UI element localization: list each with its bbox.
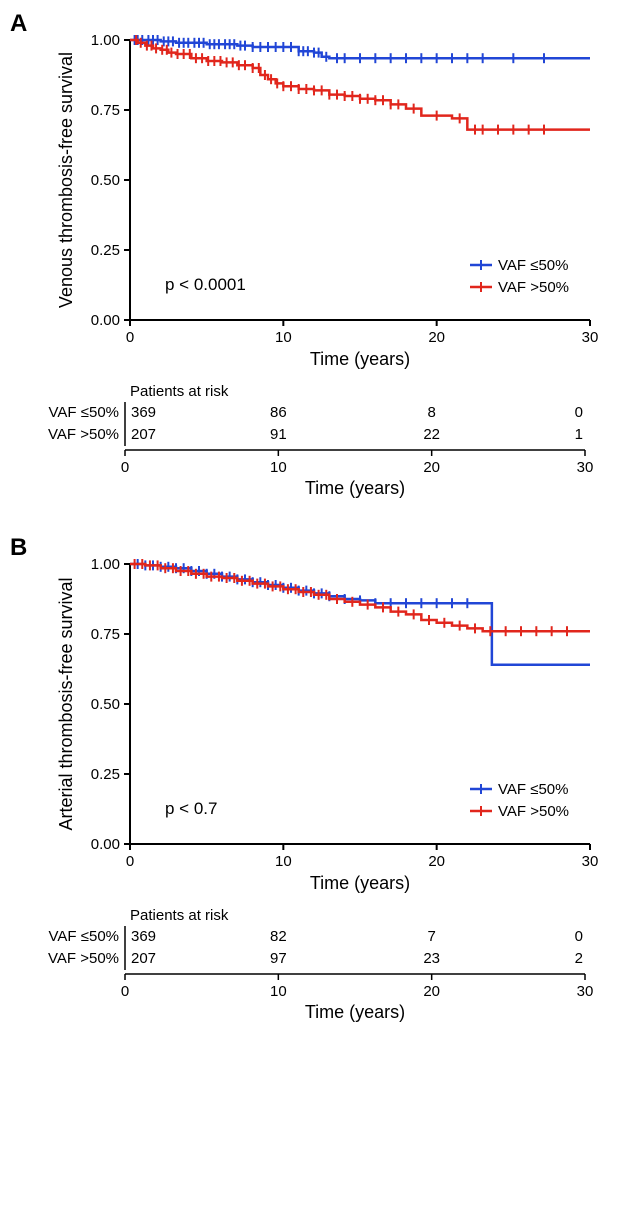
pvalue-text: p < 0.0001	[165, 275, 246, 294]
xtick-label: 0	[126, 329, 134, 346]
xtick-label: 20	[428, 329, 445, 346]
risk-xtick: 20	[423, 459, 440, 476]
ytick-label: 1.00	[91, 32, 120, 49]
xtick-label: 0	[126, 853, 134, 870]
ytick-label: 0.75	[91, 626, 120, 643]
risk-row-label: VAF >50%	[48, 950, 119, 967]
risk-value: 2	[575, 950, 583, 967]
xlabel: Time (years)	[310, 349, 410, 369]
risk-xtick: 30	[577, 459, 594, 476]
risk-value: 23	[423, 950, 440, 967]
ytick-label: 0.00	[91, 312, 120, 329]
km-chart: 0.00 0.25 0.50 0.75 1.00 0 10 20 30 Time (years) V…	[50, 20, 610, 375]
risk-xtick: 10	[270, 983, 287, 1000]
panel-a: A 0.000.250.500.751.000102030Time (years…	[20, 20, 613, 504]
risk-xtick: 30	[577, 983, 594, 1000]
risk-value: 82	[270, 928, 287, 945]
pvalue-text: p < 0.7	[165, 799, 217, 818]
risk-value: 369	[131, 404, 156, 421]
risk-xlabel: Time (years)	[305, 1002, 405, 1022]
risk-xtick: 10	[270, 459, 287, 476]
risk-table: VAF ≤50%3698680VAF >50%207912210102030Ti…	[45, 402, 605, 504]
xtick-label: 30	[582, 853, 599, 870]
risk-value: 91	[270, 426, 287, 443]
ylabel: Arterial thrombosis-free survival	[56, 577, 76, 830]
xtick-label: 10	[275, 329, 292, 346]
panel-label: B	[10, 534, 27, 562]
risk-row-label: VAF >50%	[48, 426, 119, 443]
ytick-label: 0.25	[91, 242, 120, 259]
panel-b: B 0.000.250.500.751.000102030Time (years…	[20, 544, 613, 1028]
risk-row-label: VAF ≤50%	[49, 928, 119, 945]
ytick-label: 0.50	[91, 696, 120, 713]
risk-table: VAF ≤50%3698270VAF >50%207972320102030Ti…	[45, 926, 605, 1028]
ytick-label: 1.00	[91, 556, 120, 573]
panel-label: A	[10, 10, 27, 38]
risk-title: Patients at risk	[130, 383, 613, 400]
risk-value: 1	[575, 426, 583, 443]
km-curve	[130, 564, 590, 665]
xtick-label: 20	[428, 853, 445, 870]
legend-label: VAF ≤50%	[498, 257, 568, 274]
risk-value: 86	[270, 404, 287, 421]
xtick-label: 10	[275, 853, 292, 870]
risk-value: 22	[423, 426, 440, 443]
xtick-label: 30	[582, 329, 599, 346]
risk-value: 207	[131, 426, 156, 443]
risk-value: 7	[427, 928, 435, 945]
km-chart: 0.00 0.25 0.50 0.75 1.00 0 10 20 30 Time (years) A…	[50, 544, 610, 899]
legend-label: VAF ≤50%	[498, 781, 568, 798]
risk-value: 0	[575, 928, 583, 945]
legend-label: VAF >50%	[498, 279, 569, 296]
risk-row-label: VAF ≤50%	[49, 404, 119, 421]
xlabel: Time (years)	[310, 873, 410, 893]
risk-xtick: 0	[121, 459, 129, 476]
legend-label: VAF >50%	[498, 803, 569, 820]
ytick-label: 0.75	[91, 102, 120, 119]
ytick-label: 0.50	[91, 172, 120, 189]
ytick-label: 0.25	[91, 766, 120, 783]
ytick-label: 0.00	[91, 836, 120, 853]
risk-xlabel: Time (years)	[305, 478, 405, 498]
risk-value: 207	[131, 950, 156, 967]
risk-value: 8	[427, 404, 435, 421]
risk-xtick: 0	[121, 983, 129, 1000]
risk-value: 97	[270, 950, 287, 967]
risk-title: Patients at risk	[130, 907, 613, 924]
risk-value: 369	[131, 928, 156, 945]
ylabel: Venous thrombosis-free survival	[56, 52, 76, 308]
risk-value: 0	[575, 404, 583, 421]
risk-xtick: 20	[423, 983, 440, 1000]
